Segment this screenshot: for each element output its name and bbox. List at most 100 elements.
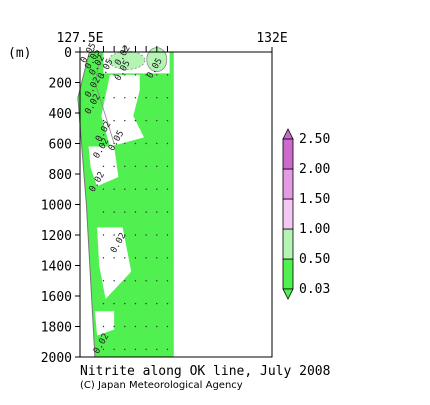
colorbar-legend: 0.03 0.50 1.00 1.50 2.00 2.50	[282, 128, 330, 300]
sample-point	[166, 257, 169, 259]
station-marks	[102, 46, 168, 52]
sample-point	[156, 165, 158, 168]
sample-point	[156, 97, 158, 99]
contour-line	[108, 50, 146, 70]
sample-point	[166, 348, 169, 351]
sample-point	[145, 280, 147, 282]
sample-point	[113, 97, 115, 99]
x-axis-tick-label: 127.5E	[57, 31, 104, 46]
sample-point	[145, 188, 147, 190]
sample-point	[145, 348, 147, 351]
no-data-area	[173, 52, 272, 357]
copyright-credit: (C) Japan Meteorological Agency	[80, 380, 243, 391]
sample-point	[102, 97, 105, 99]
sample-point	[102, 188, 105, 190]
sample-point	[156, 142, 158, 145]
sample-point	[102, 257, 105, 259]
sample-point	[134, 325, 137, 328]
sample-point	[166, 142, 169, 145]
colorbar-level-label: 1.00	[299, 222, 330, 237]
sample-point	[134, 165, 137, 168]
sample-point	[166, 119, 169, 122]
sample-point	[102, 302, 105, 305]
colorbar-segment	[282, 228, 294, 260]
sample-point	[113, 188, 115, 190]
sample-point	[134, 302, 137, 305]
sample-point	[102, 234, 105, 236]
colorbar-top-arrow	[282, 128, 294, 140]
sample-point	[166, 188, 169, 190]
sample-point	[134, 142, 137, 145]
sample-point	[134, 119, 137, 122]
y-axis-tick-label: 400	[49, 107, 72, 122]
y-axis-tick-label: 1000	[41, 199, 72, 214]
colorbar-level-label: 2.00	[299, 162, 330, 177]
sample-point	[145, 97, 147, 99]
sample-point	[156, 211, 158, 213]
sample-point	[134, 234, 137, 236]
sample-point	[156, 188, 158, 190]
y-axis-tick-label: 200	[49, 77, 72, 92]
sample-point	[113, 119, 115, 122]
colorbar-level-label: 0.03	[299, 282, 330, 297]
y-axis-unit-label: (m)	[8, 46, 31, 61]
sample-point	[145, 119, 147, 122]
sample-point	[102, 119, 105, 122]
sample-point	[113, 348, 115, 351]
sample-point	[134, 74, 137, 76]
surface-nitrite-patch	[108, 51, 145, 70]
sample-point	[156, 74, 158, 76]
sample-point	[156, 280, 158, 282]
sample-point	[145, 234, 147, 236]
sample-point	[145, 211, 147, 213]
colorbar-segment	[282, 258, 294, 290]
sample-point	[124, 74, 126, 76]
y-axis-tick-label: 1600	[41, 290, 72, 305]
sample-point	[156, 302, 158, 305]
sample-point	[124, 302, 126, 305]
sample-point	[102, 74, 105, 76]
sample-point	[124, 142, 126, 145]
sample-point	[166, 234, 169, 236]
y-axis: 0 200 400 600 800 1000 1200 1400 1600 1800 2000	[41, 46, 80, 366]
sample-point	[124, 280, 126, 282]
sample-point	[113, 74, 115, 76]
sample-point	[156, 348, 158, 351]
sample-point	[124, 97, 126, 99]
sample-point	[113, 211, 115, 213]
sample-point	[134, 97, 137, 99]
colorbar-level-label: 0.50	[299, 252, 330, 267]
sample-point	[145, 302, 147, 305]
sample-point	[156, 119, 158, 122]
sample-point	[134, 348, 137, 351]
sample-point	[113, 234, 115, 236]
nitrite-fill-layer	[77, 47, 272, 358]
sample-point	[124, 211, 126, 213]
sample-point	[166, 325, 169, 328]
sample-point	[166, 165, 169, 168]
y-axis-tick-label: 0	[64, 46, 72, 61]
y-axis-tick-label: 1800	[41, 321, 72, 336]
sample-point	[166, 280, 169, 282]
sample-point	[124, 165, 126, 168]
low-nitrite-gap	[97, 227, 132, 300]
sample-point	[124, 348, 126, 351]
x-axis-tick-label: 132E	[256, 31, 287, 46]
sample-point	[156, 257, 158, 259]
sample-point	[102, 280, 105, 282]
sample-point	[113, 325, 115, 328]
contour-line	[94, 53, 115, 144]
sample-point	[124, 234, 126, 236]
chart-title: Nitrite along OK line, July 2008	[80, 364, 330, 379]
sample-point	[156, 325, 158, 328]
sample-point	[124, 119, 126, 122]
sample-point	[102, 348, 105, 351]
colorbar-segment	[282, 198, 294, 230]
sample-point	[156, 234, 158, 236]
sample-point	[134, 211, 137, 213]
sample-point	[134, 188, 137, 190]
sample-point	[102, 165, 105, 168]
x-axis: 127.5E 132E	[57, 31, 288, 52]
low-nitrite-gap	[101, 74, 144, 147]
sample-point	[145, 165, 147, 168]
